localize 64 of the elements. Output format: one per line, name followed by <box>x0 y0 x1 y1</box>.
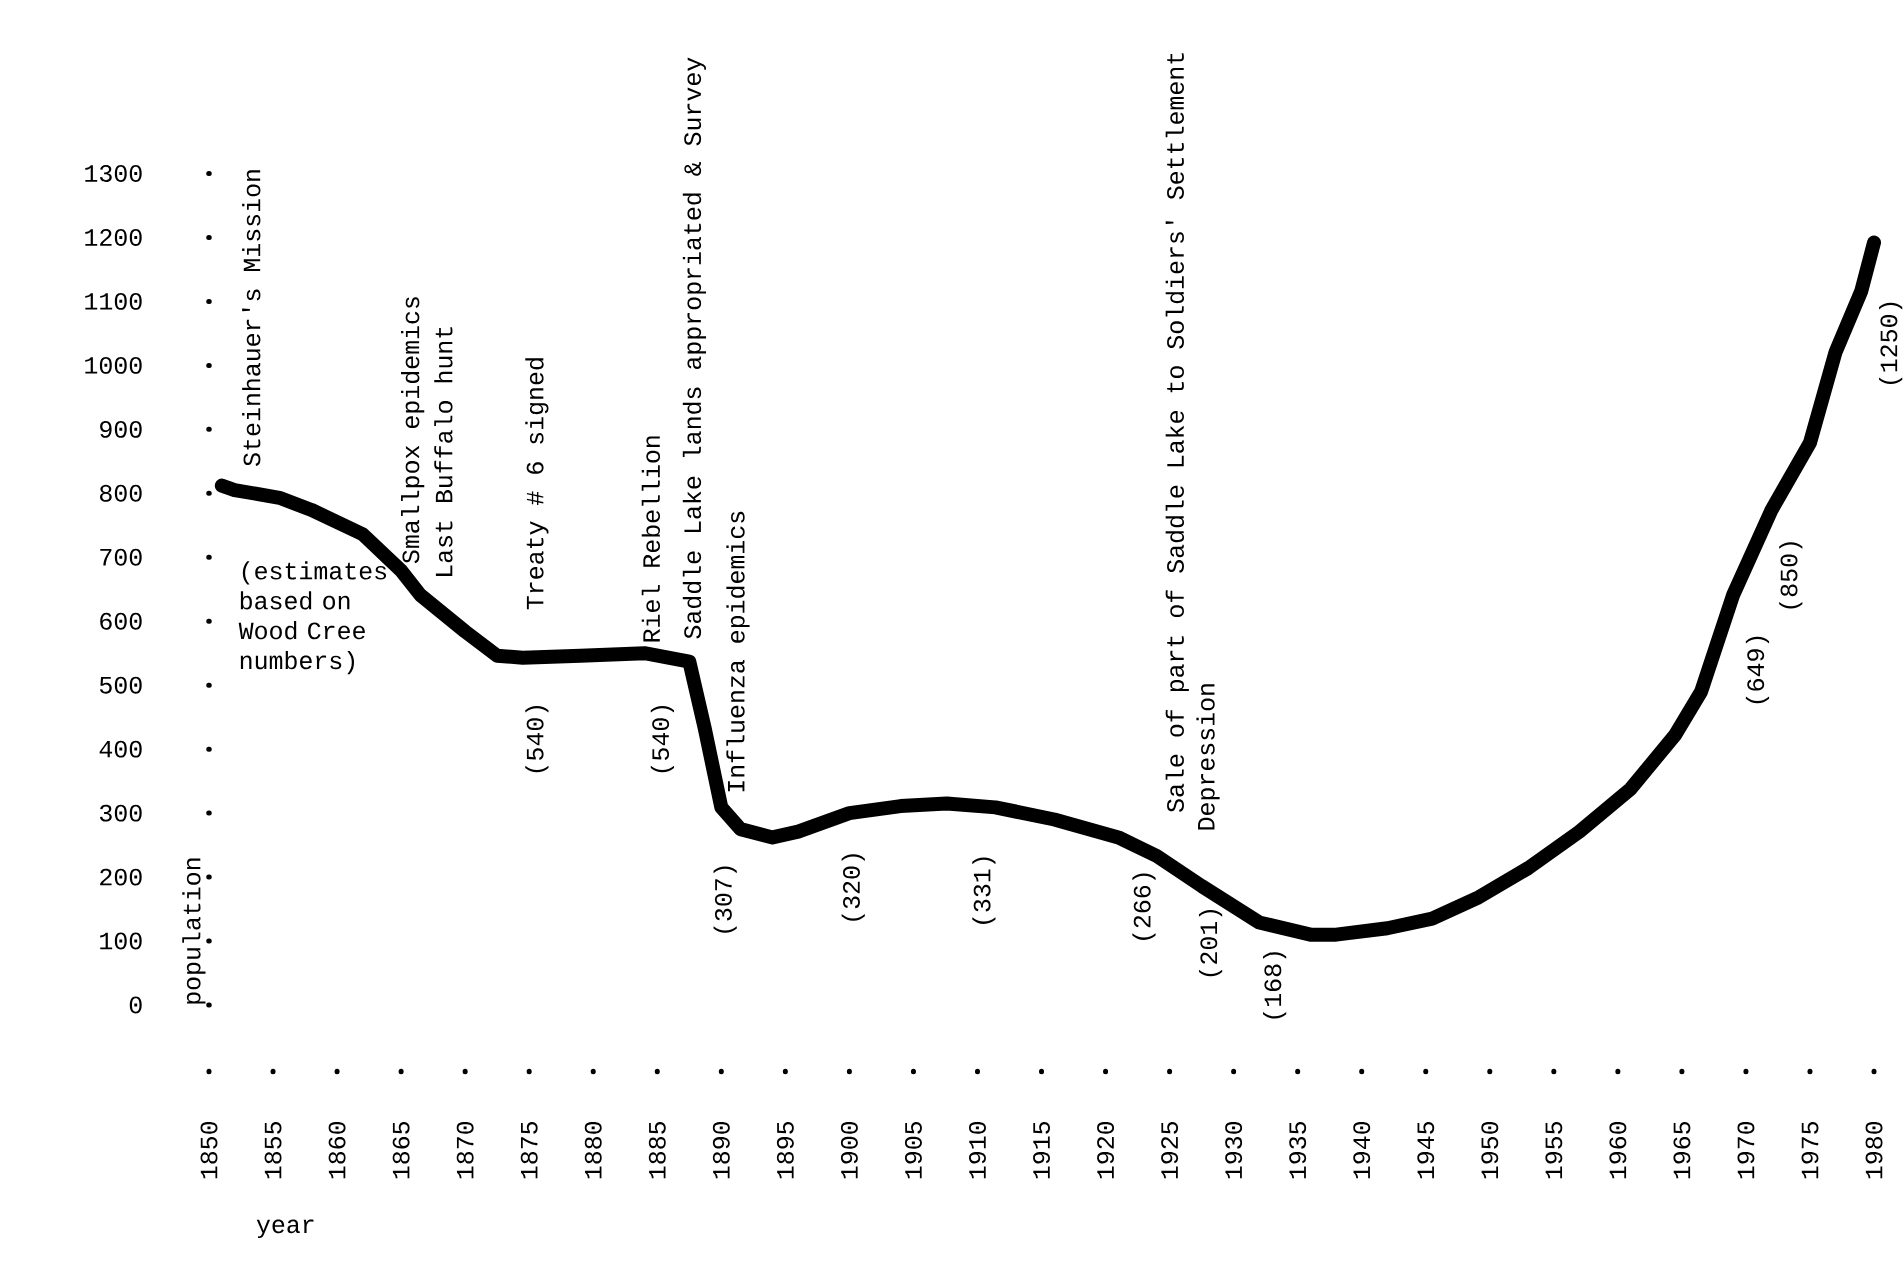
annotation: Steinhauer's Mission <box>242 170 261 466</box>
x-tick-label: 1850 <box>200 1121 218 1179</box>
annotation: (540) <box>650 705 675 773</box>
annotation: Sale of part of Saddle Lake to Soldiers' Settlement <box>1165 53 1189 812</box>
annotation: Treaty # 6 signed <box>525 358 549 610</box>
y-tick-label: 1100 <box>85 292 142 310</box>
x-tick-label: 1960 <box>1609 1121 1627 1179</box>
annotation: (estimates based on Wood Cree numbers) <box>238 561 387 675</box>
y-tick-label: 1000 <box>85 356 142 374</box>
y-tick-label: 200 <box>100 868 142 886</box>
annotation: (307) <box>713 866 737 933</box>
y-tick-label: 900 <box>100 420 142 438</box>
x-tick-label: 1920 <box>1097 1121 1115 1179</box>
annotation: Riel Rebellion <box>641 436 661 642</box>
y-tick-label: 1200 <box>85 229 142 246</box>
y-tick-label: 100 <box>100 932 142 950</box>
annotation: (850) <box>1779 542 1803 609</box>
annotation: (649) <box>1745 636 1770 704</box>
annotation: Saddle Lake lands appropriated & Survey <box>682 57 707 639</box>
x-tick-label: 1955 <box>1545 1121 1563 1179</box>
x-tick-label: 1930 <box>1225 1121 1243 1179</box>
annotation: Last Buffalo hunt <box>434 327 453 576</box>
x-tick-label: 1965 <box>1673 1121 1691 1179</box>
y-tick-label: 700 <box>100 548 142 566</box>
x-tick-label: 1910 <box>969 1121 986 1179</box>
annotation: (201) <box>1198 909 1223 977</box>
y-tick-label: 1300 <box>85 165 142 182</box>
y-tick-label: 600 <box>100 612 142 630</box>
x-tick-label: 1935 <box>1289 1121 1307 1179</box>
x-tick-label: 1940 <box>1353 1121 1371 1179</box>
y-tick-label: 300 <box>99 804 142 822</box>
x-tick-label: 1895 <box>776 1121 794 1179</box>
y-tick-label: 0 <box>129 996 142 1014</box>
y-tick-label: 500 <box>99 676 142 694</box>
annotation: (540) <box>525 705 549 773</box>
annotation: Influenza epidemics <box>726 511 750 792</box>
x-tick-label: 1900 <box>840 1121 858 1179</box>
x-tick-label: 1860 <box>328 1121 346 1179</box>
annotation: Depression <box>1196 684 1220 830</box>
annotation: (320) <box>841 854 865 921</box>
x-tick-label: 1905 <box>904 1121 922 1179</box>
x-tick-label: 1875 <box>520 1121 538 1179</box>
x-axis-title: year <box>256 1219 314 1239</box>
x-tick-label: 1885 <box>648 1121 666 1179</box>
x-tick-label: 1915 <box>1033 1121 1050 1179</box>
x-tick-label: 1975 <box>1801 1121 1819 1179</box>
text: (1250) <box>1879 302 1903 385</box>
x-tick-label: 1950 <box>1481 1121 1499 1179</box>
x-tick-label: 1880 <box>584 1121 602 1179</box>
y-tick-label: 800 <box>100 484 142 502</box>
y-axis-title: population <box>182 858 206 1004</box>
x-tick-label: 1870 <box>456 1121 474 1179</box>
annotation: Smallpox epidemics <box>401 297 425 564</box>
y-tick-label: 400 <box>99 740 142 758</box>
x-tick-label: 1970 <box>1737 1121 1755 1179</box>
x-tick-label: 1890 <box>712 1121 730 1179</box>
x-tick-label: 1865 <box>392 1121 410 1179</box>
annotation: (168) <box>1263 952 1287 1019</box>
x-tick-label: 1945 <box>1417 1121 1435 1179</box>
x-tick-label: 1925 <box>1161 1121 1179 1179</box>
annotation: (266) <box>1132 873 1156 940</box>
x-tick-label: 1980 <box>1865 1121 1883 1179</box>
x-tick-label: 1855 <box>264 1121 282 1179</box>
annotation: (331) <box>972 857 996 924</box>
